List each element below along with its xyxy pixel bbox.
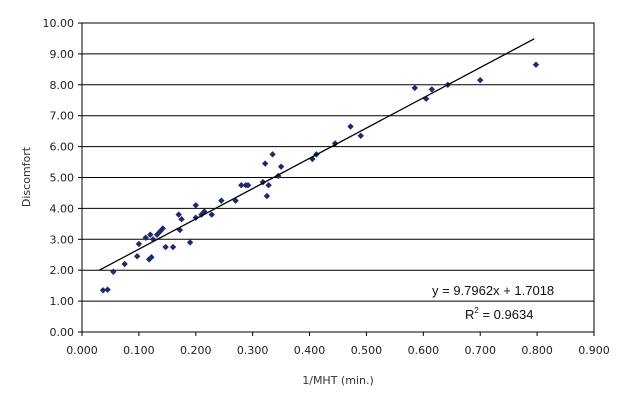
data-point-42 bbox=[411, 84, 418, 92]
x-tick-label-5: 0.500 bbox=[351, 344, 383, 357]
data-point-25 bbox=[218, 197, 225, 204]
data-point-20 bbox=[192, 202, 199, 209]
data-point-19 bbox=[186, 239, 194, 246]
data-point-16 bbox=[175, 211, 182, 218]
data-point-3 bbox=[121, 260, 128, 268]
data-point-31 bbox=[261, 160, 269, 167]
data-point-44 bbox=[428, 86, 436, 93]
data-point-9 bbox=[148, 254, 155, 261]
y-tick-label-9: 9.00 bbox=[50, 48, 75, 61]
data-point-6 bbox=[142, 234, 149, 241]
y-tick-label-2: 2.00 bbox=[50, 264, 75, 277]
r-squared-value: = 0.9634 bbox=[479, 307, 534, 322]
data-point-32 bbox=[263, 192, 271, 200]
data-points bbox=[99, 61, 540, 294]
x-tick-label-6: 0.600 bbox=[408, 344, 440, 357]
x-tick-label-7: 0.700 bbox=[464, 344, 496, 357]
y-tick-label-0: 0.00 bbox=[50, 326, 75, 339]
data-point-36 bbox=[277, 163, 285, 170]
data-point-15 bbox=[169, 243, 177, 251]
y-tick-label-8: 8.00 bbox=[50, 79, 75, 92]
data-point-47 bbox=[532, 61, 540, 68]
x-tick-label-9: 0.900 bbox=[578, 344, 610, 357]
data-point-4 bbox=[133, 253, 141, 260]
y-axis-title: Discomfort bbox=[20, 146, 33, 207]
data-point-41 bbox=[357, 132, 364, 139]
data-point-13 bbox=[159, 225, 166, 232]
data-point-14 bbox=[162, 243, 169, 251]
x-tick-label-8: 0.800 bbox=[521, 344, 553, 357]
x-axis-title: 1/MHT (min.) bbox=[302, 374, 374, 387]
r-squared-superscript: 2 bbox=[474, 306, 479, 315]
trendline-layer bbox=[98, 38, 535, 271]
x-tick-labels: 0.000 0.100 0.200 0.300 0.400 0.500 0.600 0.700… bbox=[66, 344, 610, 357]
data-point-46 bbox=[477, 76, 484, 84]
data-point-33 bbox=[265, 182, 272, 189]
y-tick-label-4: 4.00 bbox=[50, 202, 75, 215]
data-point-34 bbox=[269, 151, 276, 158]
y-tick-label-3: 3.00 bbox=[50, 233, 75, 246]
r-squared-label: R2 = 0.9634 bbox=[465, 306, 533, 322]
y-tick-label-5: 5.00 bbox=[50, 172, 75, 185]
data-point-8 bbox=[147, 231, 154, 238]
r-squared-prefix: R bbox=[465, 307, 474, 322]
regression-equation: y = 9.7962x + 1.7018 bbox=[432, 283, 554, 298]
x-tick-label-1: 0.100 bbox=[123, 344, 155, 357]
data-point-27 bbox=[238, 182, 245, 189]
gridlines bbox=[78, 22, 595, 336]
x-tick-label-0: 0.000 bbox=[66, 344, 98, 357]
data-point-2 bbox=[110, 268, 117, 275]
data-point-40 bbox=[347, 123, 354, 130]
y-tick-label-1: 1.00 bbox=[50, 295, 75, 308]
data-point-0 bbox=[99, 287, 107, 294]
x-tick-label-4: 0.400 bbox=[294, 344, 326, 357]
data-point-5 bbox=[135, 240, 143, 248]
trendline bbox=[98, 38, 535, 271]
data-point-29 bbox=[244, 182, 252, 189]
data-point-1 bbox=[104, 286, 111, 293]
x-tick-label-3: 0.300 bbox=[237, 344, 269, 357]
y-tick-label-10: 10.00 bbox=[43, 17, 75, 30]
data-point-18 bbox=[178, 216, 185, 223]
x-tick-label-2: 0.200 bbox=[180, 344, 212, 357]
y-tick-labels: 0.00 1.00 2.00 3.00 4.00 5.00 6.00 7.00 8.00 9.00… bbox=[43, 17, 75, 339]
y-tick-label-6: 6.00 bbox=[50, 141, 75, 154]
y-tick-label-7: 7.00 bbox=[50, 110, 75, 123]
data-point-24 bbox=[208, 211, 215, 218]
